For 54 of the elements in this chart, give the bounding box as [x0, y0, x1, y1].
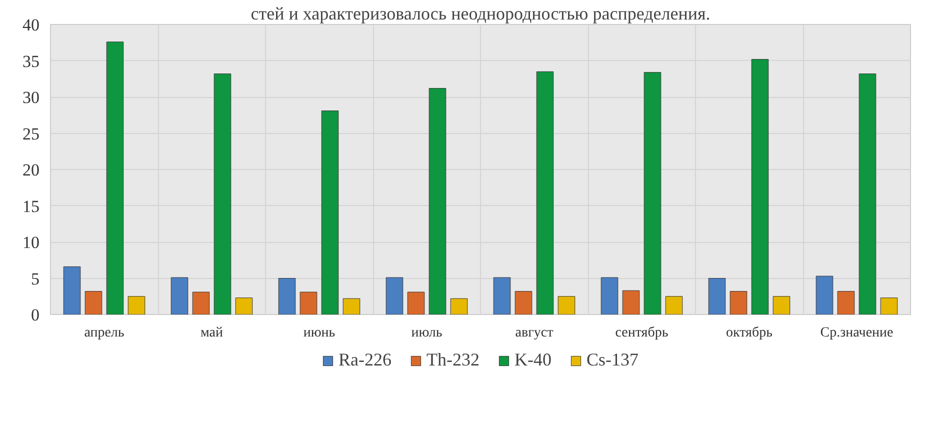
y-tick-label: 25: [22, 124, 40, 144]
x-tick-label: октябрь: [726, 326, 772, 340]
x-tick-label: июнь: [303, 326, 336, 340]
bar: [600, 277, 618, 314]
y-tick-label: 15: [22, 196, 40, 216]
bar: [192, 292, 210, 314]
legend-label: Cs-137: [586, 350, 639, 370]
y-tick-label: 0: [31, 306, 40, 324]
y-tick-label: 20: [22, 160, 40, 180]
legend-label: K-40: [514, 350, 552, 370]
bar: [493, 277, 511, 314]
bar: [407, 292, 425, 314]
x-tick-label: май: [200, 326, 224, 340]
bar: [386, 277, 404, 314]
y-tick-label: 5: [31, 269, 40, 288]
bar: [342, 298, 360, 314]
y-tick-label: 10: [22, 233, 40, 252]
bar: [708, 278, 726, 314]
bar: [128, 296, 146, 314]
legend-label: Ra-226: [338, 350, 392, 370]
bar: [816, 276, 834, 314]
bar: [644, 72, 662, 314]
bar: [300, 292, 318, 314]
bar: [106, 42, 124, 314]
bar: [665, 296, 683, 314]
bar: [536, 71, 554, 314]
bar: [84, 291, 102, 314]
x-tick-label: август: [515, 326, 554, 340]
bar: [450, 298, 468, 314]
x-tick-label: сентябрь: [615, 326, 668, 340]
y-tick-label: 30: [22, 88, 40, 107]
bar: [514, 291, 532, 314]
y-tick-label: 35: [22, 52, 40, 71]
bar: [880, 298, 898, 314]
bar: [63, 266, 81, 314]
y-tick-label: 40: [22, 16, 40, 34]
bar: [278, 278, 296, 314]
legend-label: Th-232: [426, 350, 480, 370]
bar: [558, 296, 576, 314]
bar: [170, 277, 188, 314]
bar: [321, 110, 339, 314]
x-tick-label: апрель: [84, 326, 124, 340]
bar: [428, 88, 446, 314]
bar: [837, 291, 855, 314]
x-tick-label: Ср.значение: [820, 326, 894, 340]
bar: [622, 290, 640, 314]
text: стей и характеризовалось неоднородностью распределения.: [250, 4, 710, 24]
bar: [235, 298, 253, 314]
bar: [214, 74, 232, 314]
x-tick-label: июль: [411, 326, 442, 340]
bar: [772, 296, 790, 314]
bar: [858, 74, 876, 314]
bar: [730, 291, 748, 314]
bar: [751, 59, 769, 314]
